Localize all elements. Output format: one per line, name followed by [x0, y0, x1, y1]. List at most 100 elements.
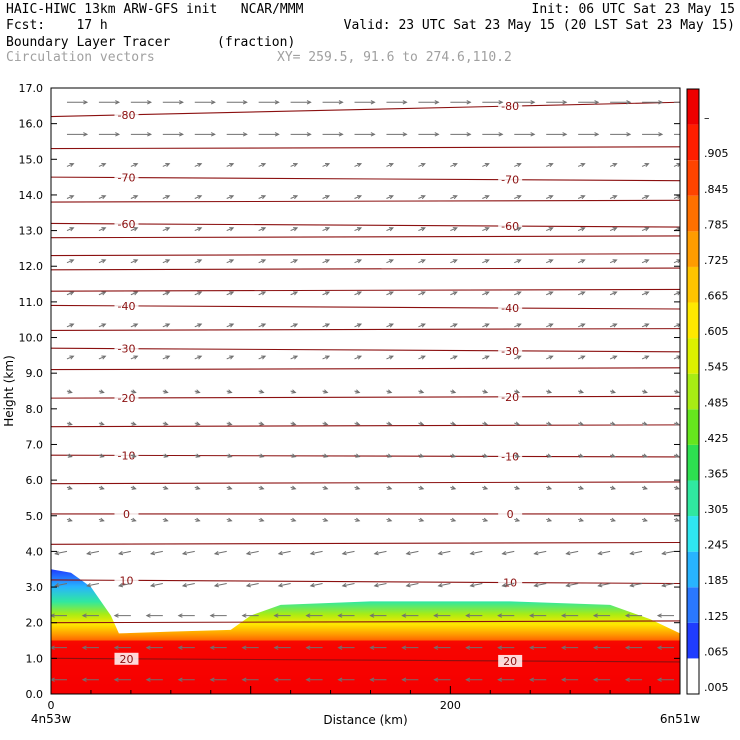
circulation-vector-head — [624, 613, 630, 618]
circulation-vector-head — [213, 550, 219, 556]
cross-section-coords: XY= 259.5, 91.6 to 274.6,110.2 — [277, 50, 512, 65]
circulation-vector — [322, 355, 330, 360]
circulation-vector — [130, 163, 138, 167]
circulation-vector-head — [131, 453, 137, 458]
isotherm-label: -10 — [117, 449, 135, 462]
circulation-vector-head — [434, 132, 440, 137]
circulation-vector-head — [245, 550, 251, 556]
circulation-vector-head — [323, 389, 329, 394]
circulation-vector — [182, 550, 195, 555]
circulation-vector — [502, 583, 515, 587]
circulation-vector-head — [293, 162, 299, 168]
circulation-vector-head — [163, 453, 169, 458]
circulation-vector-head — [451, 485, 457, 490]
circulation-vector-head — [401, 613, 407, 618]
circulation-vector — [322, 227, 330, 232]
circulation-vector-head — [516, 291, 522, 296]
circulation-vector-head — [580, 162, 586, 168]
circulation-vector-head — [580, 291, 586, 296]
isotherm-label-bg — [114, 171, 139, 184]
circulation-vector — [438, 550, 451, 555]
y-tick-label: 14.0 — [19, 189, 44, 202]
circulation-vector — [98, 195, 106, 199]
circulation-vector-head — [337, 677, 343, 682]
field-units: (fraction) — [217, 35, 296, 50]
circulation-vector-head — [433, 645, 439, 650]
circulation-vector — [609, 291, 617, 296]
circulation-vector — [609, 195, 617, 199]
circulation-vector-head — [197, 227, 203, 232]
circulation-vector-head — [309, 550, 315, 556]
circulation-vector-head — [195, 421, 201, 426]
circulation-vector-head — [181, 550, 188, 556]
isotherm-line — [51, 657, 680, 663]
circulation-vector-head — [658, 100, 664, 105]
circulation-vector-head — [420, 227, 426, 232]
circulation-vector-head — [465, 677, 471, 682]
circulation-vector — [342, 583, 355, 587]
circulation-vector — [386, 291, 394, 296]
circulation-vector-head — [419, 421, 425, 426]
isotherm-line — [51, 481, 680, 485]
circulation-vector — [470, 583, 483, 587]
circulation-vector-head — [195, 453, 201, 458]
circulation-vector-head — [99, 421, 105, 426]
circulation-vector — [130, 195, 138, 199]
circulation-vector — [354, 355, 362, 360]
circulation-vector-head — [530, 100, 536, 105]
circulation-vector — [322, 291, 330, 296]
circulation-vector-head — [356, 291, 363, 296]
isotherm-label: -70 — [501, 174, 519, 187]
circulation-vector-head — [676, 259, 680, 264]
circulation-vector — [546, 163, 553, 167]
isotherm-line — [51, 454, 680, 458]
circulation-vector — [66, 259, 74, 264]
x-end-location: 6n51w — [660, 712, 701, 726]
circulation-vector-head — [578, 453, 585, 458]
circulation-vector-head — [656, 677, 662, 682]
circulation-vector-head — [241, 645, 247, 650]
circulation-vector-head — [293, 291, 299, 296]
circulation-vector — [310, 583, 323, 587]
circulation-vector-head — [592, 645, 598, 650]
circulation-vector — [641, 163, 649, 167]
circulation-vector-head — [612, 227, 618, 232]
circulation-vector-head — [131, 517, 137, 522]
circulation-vector-head — [516, 162, 522, 168]
y-tick-label: 4.0 — [26, 545, 44, 558]
circulation-vector — [322, 259, 330, 264]
colorbar-label: – — [704, 112, 710, 125]
circulation-vector-head — [515, 517, 521, 522]
circulation-vector-head — [451, 517, 457, 522]
circulation-vector-head — [355, 421, 361, 426]
circulation-vector — [194, 291, 202, 296]
circulation-vector — [374, 583, 387, 587]
circulation-vector-head — [209, 613, 215, 618]
circulation-vector-head — [163, 389, 169, 394]
circulation-vector-head — [370, 132, 376, 137]
circulation-vector-head — [483, 485, 489, 490]
circulation-vector-head — [115, 132, 121, 137]
circulation-vector-head — [305, 613, 311, 618]
circulation-vector-head — [305, 645, 311, 650]
circulation-vector — [546, 259, 553, 264]
circulation-vector — [386, 323, 394, 328]
circulation-vector — [577, 323, 585, 328]
circulation-vector — [98, 163, 106, 167]
circulation-vector — [641, 259, 649, 264]
isotherm-line — [51, 176, 680, 182]
circulation-vector — [598, 550, 611, 555]
circulation-vector-head — [241, 677, 247, 682]
circulation-vector-head — [469, 583, 475, 588]
circulation-vector — [162, 195, 170, 199]
circulation-vector-head — [261, 195, 267, 200]
circulation-vector — [87, 583, 100, 587]
circulation-vector-head — [674, 389, 680, 394]
circulation-vector-head — [274, 132, 280, 137]
colorbar-swatch — [687, 658, 699, 694]
circulation-vector-head — [483, 421, 489, 426]
circulation-vector — [673, 195, 680, 199]
circulation-vector — [214, 583, 227, 587]
circulation-vector — [577, 259, 585, 264]
circulation-vector — [150, 583, 163, 587]
